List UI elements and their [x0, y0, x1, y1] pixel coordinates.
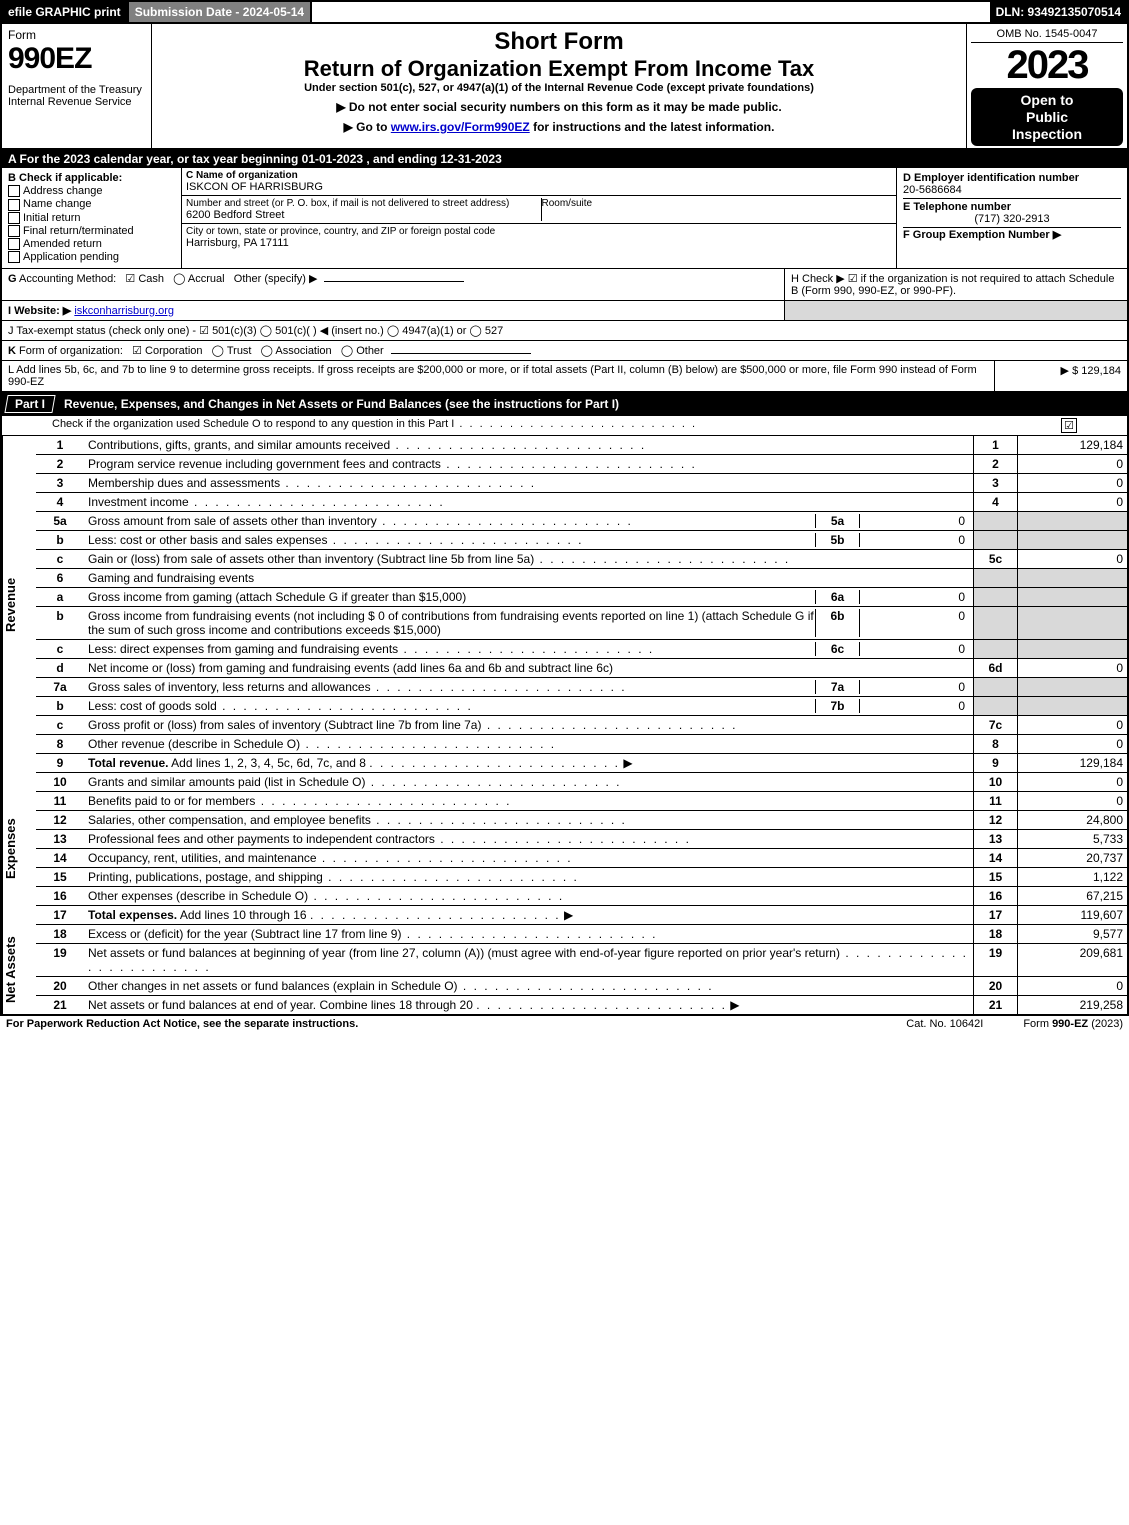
short-form-title: Short Form — [160, 28, 958, 56]
city-state-zip: Harrisburg, PA 17111 — [186, 237, 892, 249]
form-ref: Form 990-EZ (2023) — [1023, 1018, 1123, 1030]
cb-address-change[interactable]: Address change — [8, 185, 175, 197]
part-i-tag: Part I — [4, 395, 55, 413]
schedule-o-check: ☑ — [1061, 418, 1077, 433]
header-right: OMB No. 1545-0047 2023 Open to Public In… — [967, 24, 1127, 148]
form-header: Form 990EZ Department of the Treasury In… — [0, 24, 1129, 150]
goto-link[interactable]: ▶ Go to www.irs.gov/Form990EZ for instru… — [160, 120, 958, 134]
omb-number: OMB No. 1545-0047 — [971, 26, 1123, 43]
header-center: Short Form Return of Organization Exempt… — [152, 24, 967, 148]
row-l: L Add lines 5b, 6c, and 7b to line 9 to … — [2, 361, 994, 391]
part-i-title: Revenue, Expenses, and Changes in Net As… — [64, 397, 619, 411]
top-bar: efile GRAPHIC print Submission Date - 20… — [0, 0, 1129, 24]
return-title: Return of Organization Exempt From Incom… — [160, 56, 958, 82]
street-label: Number and street (or P. O. box, if mail… — [186, 198, 537, 209]
row-k: K Form of organization: ☑ Corporation ◯ … — [2, 341, 1129, 360]
row-i: I Website: ▶ iskconharrisburg.org — [2, 301, 784, 320]
org-name: ISKCON OF HARRISBURG — [186, 181, 892, 193]
rows-ghijkl: G Accounting Method: ☑ Cash ◯ Accrual Ot… — [0, 269, 1129, 392]
cb-application-pending[interactable]: Application pending — [8, 251, 175, 263]
revenue-label: Revenue — [2, 436, 36, 773]
street-address: 6200 Bedford Street — [186, 209, 537, 221]
cb-name-change[interactable]: Name change — [8, 198, 175, 210]
row-a: A For the 2023 calendar year, or tax yea… — [0, 150, 1129, 168]
expenses-section: Expenses 10Grants and similar amounts pa… — [0, 773, 1129, 925]
irs-label: Internal Revenue Service — [8, 96, 145, 108]
header-left: Form 990EZ Department of the Treasury In… — [2, 24, 152, 148]
revenue-section: Revenue 1Contributions, gifts, grants, a… — [0, 436, 1129, 773]
cb-amended-return[interactable]: Amended return — [8, 238, 175, 250]
cb-initial-return[interactable]: Initial return — [8, 212, 175, 224]
under-section: Under section 501(c), 527, or 4947(a)(1)… — [160, 82, 958, 94]
tax-year: 2023 — [971, 43, 1123, 88]
form-number: 990EZ — [8, 42, 145, 76]
city-label: City or town, state or province, country… — [186, 226, 892, 237]
dept-label: Department of the Treasury — [8, 84, 145, 96]
submission-date: Submission Date - 2024-05-14 — [129, 2, 312, 22]
part-i-header: Part I Revenue, Expenses, and Changes in… — [0, 392, 1129, 416]
room-label: Room/suite — [542, 198, 893, 209]
paperwork-notice: For Paperwork Reduction Act Notice, see … — [6, 1018, 866, 1030]
row-g: G Accounting Method: ☑ Cash ◯ Accrual Ot… — [2, 269, 784, 300]
part-i-check-row: Check if the organization used Schedule … — [0, 416, 1129, 436]
row-j: J Tax-exempt status (check only one) - ☑… — [2, 321, 1129, 340]
phone-value: (717) 320-2913 — [903, 213, 1121, 225]
e-label: E Telephone number — [903, 201, 1121, 213]
cb-final-return[interactable]: Final return/terminated — [8, 225, 175, 237]
efile-print-label[interactable]: efile GRAPHIC print — [2, 2, 129, 22]
row-l-value: ▶ $ 129,184 — [994, 361, 1127, 391]
box-b-title: B Check if applicable: — [8, 172, 175, 184]
form-word: Form — [8, 28, 145, 42]
page-footer: For Paperwork Reduction Act Notice, see … — [0, 1016, 1129, 1032]
irs-link[interactable]: www.irs.gov/Form990EZ — [391, 120, 530, 134]
ein-value: 20-5686684 — [903, 184, 1121, 196]
box-b: B Check if applicable: Address change Na… — [2, 168, 182, 268]
net-assets-label: Net Assets — [2, 925, 36, 1014]
ssn-warning: ▶ Do not enter social security numbers o… — [160, 100, 958, 114]
info-grid: B Check if applicable: Address change Na… — [0, 168, 1129, 269]
row-h: H Check ▶ ☑ if the organization is not r… — [784, 269, 1127, 300]
net-assets-section: Net Assets 18Excess or (deficit) for the… — [0, 925, 1129, 1016]
expenses-label: Expenses — [2, 773, 36, 925]
cat-no: Cat. No. 10642I — [906, 1018, 983, 1030]
box-def: D Employer identification number 20-5686… — [897, 168, 1127, 268]
f-label: F Group Exemption Number ▶ — [903, 228, 1121, 241]
public-inspection-badge: Open to Public Inspection — [971, 88, 1123, 146]
d-label: D Employer identification number — [903, 172, 1121, 184]
dln-label: DLN: 93492135070514 — [990, 2, 1127, 22]
c-label: C Name of organization — [186, 170, 892, 181]
website-link[interactable]: iskconharrisburg.org — [74, 305, 174, 317]
box-c: C Name of organization ISKCON OF HARRISB… — [182, 168, 897, 268]
